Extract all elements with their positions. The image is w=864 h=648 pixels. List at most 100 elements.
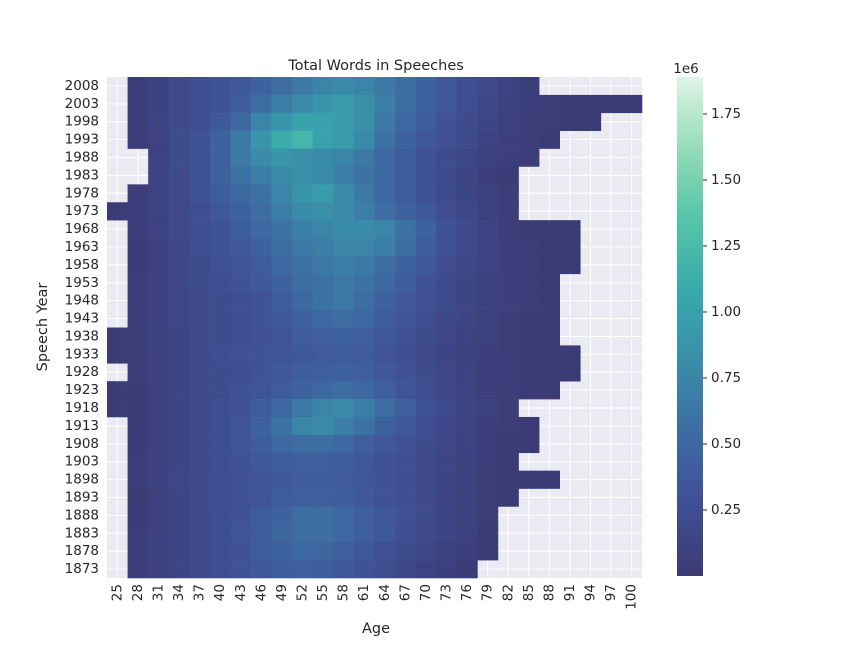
heatmap-cell bbox=[168, 112, 190, 131]
heatmap-cell bbox=[168, 291, 190, 310]
heatmap-cell bbox=[168, 238, 190, 257]
heatmap-cell bbox=[127, 184, 149, 203]
heatmap-cell bbox=[148, 345, 170, 364]
heatmap-cell bbox=[333, 363, 355, 382]
heatmap-cell bbox=[127, 220, 149, 239]
heatmap-cell bbox=[374, 77, 396, 96]
heatmap-cell bbox=[168, 363, 190, 382]
heatmap-cell bbox=[148, 112, 170, 131]
colorbar-tick-label: 0.75 bbox=[711, 370, 741, 386]
heatmap-cell bbox=[251, 363, 272, 382]
heatmap-cell bbox=[127, 524, 149, 543]
heatmap-cell bbox=[477, 309, 499, 328]
heatmap-cell bbox=[436, 560, 458, 579]
heatmap-cell bbox=[477, 255, 499, 275]
heatmap-cell bbox=[189, 238, 211, 257]
heatmap-cell bbox=[539, 291, 560, 310]
heatmap-cell bbox=[415, 542, 437, 561]
heatmap-cell bbox=[251, 309, 272, 328]
heatmap-cell bbox=[251, 166, 272, 185]
heatmap-cell bbox=[333, 202, 355, 221]
heatmap-cell bbox=[292, 506, 314, 525]
heatmap-cell bbox=[312, 273, 334, 293]
heatmap-cell bbox=[292, 148, 314, 167]
x-tick-label: 61 bbox=[356, 584, 372, 601]
heatmap-cell bbox=[456, 255, 478, 275]
heatmap-cell bbox=[477, 202, 499, 221]
heatmap-cell bbox=[518, 238, 540, 257]
heatmap-cell bbox=[436, 202, 458, 221]
heatmap-cell bbox=[395, 381, 416, 400]
heatmap-cell bbox=[312, 363, 334, 382]
heatmap-cell bbox=[539, 112, 560, 131]
heatmap-cell bbox=[271, 130, 293, 149]
heatmap-cell bbox=[497, 291, 519, 310]
x-tick-label: 28 bbox=[130, 584, 146, 601]
heatmap-cell bbox=[189, 381, 211, 400]
heatmap-cell bbox=[271, 416, 293, 436]
heatmap-cell bbox=[148, 363, 170, 382]
heatmap-cell bbox=[477, 381, 499, 400]
heatmap-cell bbox=[539, 220, 560, 239]
heatmap-cell bbox=[559, 255, 581, 275]
heatmap-cell bbox=[189, 327, 211, 346]
heatmap-cell bbox=[353, 506, 375, 525]
heatmap-cell bbox=[497, 112, 519, 131]
heatmap-cell bbox=[518, 273, 540, 293]
heatmap-cell bbox=[395, 94, 416, 114]
heatmap-cell bbox=[415, 399, 437, 418]
heatmap-cell bbox=[127, 77, 149, 96]
heatmap-cell bbox=[292, 220, 314, 239]
heatmap-cell bbox=[436, 434, 458, 454]
heatmap-cell bbox=[271, 112, 293, 131]
heatmap-cell bbox=[312, 184, 334, 203]
heatmap-cell bbox=[168, 434, 190, 454]
heatmap-cell bbox=[456, 416, 478, 436]
y-tick-label: 1938 bbox=[65, 328, 99, 344]
heatmap-cell bbox=[415, 434, 437, 454]
heatmap-cell bbox=[230, 470, 252, 489]
heatmap-cell bbox=[189, 416, 211, 436]
heatmap-cell bbox=[395, 148, 416, 167]
heatmap-cell bbox=[230, 202, 252, 221]
heatmap-cell bbox=[271, 166, 293, 185]
heatmap-cell bbox=[127, 416, 149, 436]
heatmap-cell bbox=[189, 434, 211, 454]
heatmap-cell bbox=[312, 166, 334, 185]
y-tick-label: 1878 bbox=[65, 543, 99, 559]
heatmap-cell bbox=[148, 77, 170, 96]
heatmap-cell bbox=[271, 506, 293, 525]
x-tick-label: 85 bbox=[521, 584, 537, 601]
heatmap-cell bbox=[209, 112, 231, 131]
heatmap-cell bbox=[168, 184, 190, 203]
heatmap-cell bbox=[209, 381, 231, 400]
heatmap-cell bbox=[168, 255, 190, 275]
heatmap-cell bbox=[477, 220, 499, 239]
heatmap-cell bbox=[518, 148, 540, 167]
heatmap-cell bbox=[374, 255, 396, 275]
heatmap-cell bbox=[292, 345, 314, 364]
heatmap-cell bbox=[353, 273, 375, 293]
heatmap-cell bbox=[436, 112, 458, 131]
heatmap-cell bbox=[271, 202, 293, 221]
heatmap-cell bbox=[415, 345, 437, 364]
y-tick-label: 1888 bbox=[65, 507, 99, 523]
heatmap-cell bbox=[230, 524, 252, 543]
x-tick-label: 100 bbox=[624, 584, 640, 610]
heatmap-cell bbox=[168, 381, 190, 400]
heatmap-cell bbox=[415, 94, 437, 114]
y-tick-label: 1883 bbox=[65, 525, 99, 541]
heatmap-cell bbox=[251, 452, 272, 471]
heatmap-cell bbox=[395, 112, 416, 131]
x-tick-label: 91 bbox=[562, 584, 578, 601]
heatmap-cell bbox=[395, 220, 416, 239]
heatmap-cell bbox=[436, 291, 458, 310]
heatmap-cell bbox=[230, 112, 252, 131]
heatmap-cell bbox=[251, 94, 272, 114]
heatmap-cell bbox=[456, 202, 478, 221]
heatmap-cell bbox=[518, 363, 540, 382]
heatmap-cell bbox=[374, 220, 396, 239]
heatmap-cell bbox=[292, 184, 314, 203]
heatmap-cell bbox=[353, 184, 375, 203]
heatmap-cell bbox=[292, 77, 314, 96]
